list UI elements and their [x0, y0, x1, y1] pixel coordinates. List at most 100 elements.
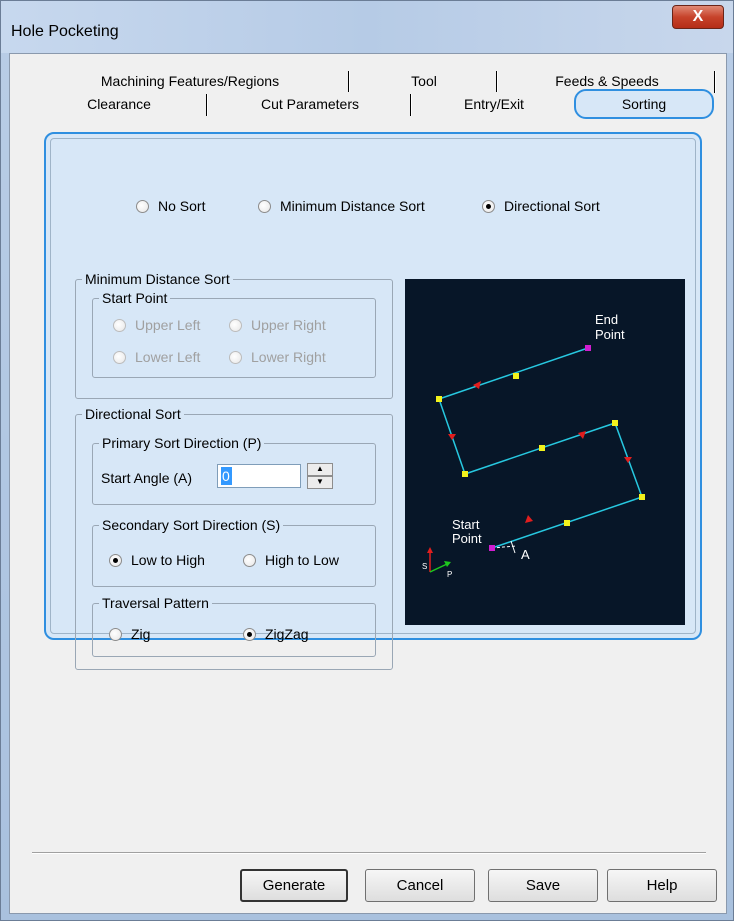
- start-angle-value: 0: [221, 467, 232, 485]
- group-title: Traversal Pattern: [99, 595, 212, 611]
- close-icon: X: [692, 8, 704, 25]
- group-title: Primary Sort Direction (P): [99, 435, 265, 451]
- save-button[interactable]: Save: [488, 869, 598, 902]
- angle-arc: [510, 540, 516, 554]
- tab-clearance[interactable]: Clearance: [30, 92, 208, 116]
- path-node: [612, 420, 618, 426]
- radio-icon: [258, 199, 271, 213]
- title-bar[interactable]: Hole Pocketing X: [1, 1, 733, 53]
- tab-row-bottom: Clearance Cut Parameters Entry/Exit Sort…: [30, 89, 720, 119]
- direction-arrow-icon: [578, 431, 586, 439]
- start-point-label-line2: Point: [452, 531, 482, 546]
- end-point-label-line2: Point: [595, 327, 625, 342]
- tab-cut-parameters[interactable]: Cut Parameters: [208, 92, 412, 116]
- radio-label: Directional Sort: [504, 198, 600, 214]
- radio-high-to-low[interactable]: High to Low: [243, 552, 339, 568]
- panel-frame: [50, 138, 696, 634]
- radio-selected-icon: [482, 199, 495, 213]
- spin-up-icon[interactable]: ▲: [307, 463, 333, 476]
- minimum-distance-group: Minimum Distance Sort Start Point Upper …: [75, 271, 393, 399]
- radio-icon: [136, 199, 149, 213]
- directional-sort-group: Directional Sort Primary Sort Direction …: [75, 406, 393, 670]
- radio-label: High to Low: [265, 552, 339, 568]
- radio-selected-icon: [109, 553, 122, 567]
- tab-label: Clearance: [87, 96, 151, 112]
- radio-icon: [109, 627, 122, 641]
- tab-tool[interactable]: Tool: [350, 69, 498, 93]
- close-button[interactable]: X: [672, 5, 724, 29]
- radio-directional-sort[interactable]: Directional Sort: [482, 198, 600, 214]
- button-divider: [32, 852, 706, 854]
- radio-label: Lower Left: [135, 349, 201, 365]
- help-button[interactable]: Help: [607, 869, 717, 902]
- tab-label: Entry/Exit: [464, 96, 524, 112]
- dialog-client: Machining Features/Regions Tool Feeds & …: [9, 53, 727, 914]
- end-point-marker: [585, 345, 591, 351]
- radio-label: Lower Right: [251, 349, 326, 365]
- radio-label: ZigZag: [265, 626, 309, 642]
- group-title: Start Point: [99, 290, 171, 306]
- group-title: Directional Sort: [82, 406, 184, 422]
- radio-upper-left[interactable]: Upper Left: [113, 317, 200, 333]
- group-title: Secondary Sort Direction (S): [99, 517, 284, 533]
- tab-label: Tool: [411, 73, 437, 89]
- angle-label: A: [521, 547, 530, 562]
- direction-arrow-icon: [624, 457, 632, 463]
- radio-icon: [243, 553, 256, 567]
- tab-entry-exit[interactable]: Entry/Exit: [412, 92, 576, 116]
- radio-zigzag[interactable]: ZigZag: [243, 626, 309, 642]
- generate-button[interactable]: Generate: [240, 869, 348, 902]
- path-node: [639, 494, 645, 500]
- end-point-label-line1: End: [595, 312, 618, 327]
- path-node: [564, 520, 570, 526]
- sorting-panel: No Sort Minimum Distance Sort Directiona…: [44, 132, 702, 670]
- preview-labels: End Point Start Point A S P: [422, 312, 625, 579]
- p-axis-line: [429, 563, 448, 573]
- direction-arrow-icon: [448, 434, 456, 440]
- radio-icon: [113, 318, 126, 332]
- tab-label: Cut Parameters: [260, 96, 360, 112]
- p-axis-arrow-icon: [444, 561, 451, 567]
- window-title: Hole Pocketing: [11, 23, 119, 40]
- radio-label: Upper Left: [135, 317, 201, 333]
- start-angle-input[interactable]: 0: [217, 464, 301, 488]
- s-axis-arrow-icon: [427, 547, 433, 553]
- radio-label: Low to High: [131, 552, 205, 568]
- start-point-group: Start Point Upper Left Upper Right Lower…: [92, 290, 376, 378]
- radio-upper-right[interactable]: Upper Right: [229, 317, 326, 333]
- path-node: [539, 445, 545, 451]
- radio-no-sort[interactable]: No Sort: [136, 198, 205, 214]
- sorting-preview: End Point Start Point A S P: [405, 279, 685, 625]
- start-point-marker: [489, 545, 495, 551]
- radio-label: Zig: [131, 626, 151, 642]
- radio-zig[interactable]: Zig: [109, 626, 150, 642]
- tab-sorting[interactable]: Sorting: [574, 89, 714, 119]
- p-axis-label: P: [447, 570, 452, 579]
- radio-label: Minimum Distance Sort: [280, 198, 425, 214]
- group-title: Minimum Distance Sort: [82, 271, 233, 287]
- radio-low-to-high[interactable]: Low to High: [109, 552, 205, 568]
- cancel-button[interactable]: Cancel: [365, 869, 475, 902]
- radio-selected-icon: [243, 627, 256, 641]
- spin-down-icon[interactable]: ▼: [307, 476, 333, 489]
- start-angle-label: Start Angle (A): [101, 470, 193, 486]
- tab-label: Machining Features/Regions: [100, 73, 280, 89]
- radio-icon: [113, 350, 126, 364]
- radio-minimum-distance-sort[interactable]: Minimum Distance Sort: [258, 198, 425, 214]
- traversal-pattern-group: Traversal Pattern Zig ZigZag: [92, 595, 376, 657]
- start-angle-spinner[interactable]: ▲ ▼: [307, 463, 333, 489]
- direction-arrow-icon: [473, 381, 481, 389]
- radio-lower-right[interactable]: Lower Right: [229, 349, 326, 365]
- secondary-sort-group: Secondary Sort Direction (S) Low to High…: [92, 517, 376, 587]
- s-axis-label: S: [422, 562, 427, 571]
- primary-sort-group: Primary Sort Direction (P) Start Angle (…: [92, 435, 376, 505]
- start-point-label-line1: Start: [452, 517, 480, 532]
- radio-lower-left[interactable]: Lower Left: [113, 349, 200, 365]
- tab-label: Sorting: [621, 96, 667, 112]
- path-node: [436, 396, 442, 402]
- radio-icon: [229, 350, 242, 364]
- angle-indicator: [491, 545, 517, 549]
- tab-machining-features[interactable]: Machining Features/Regions: [30, 69, 350, 93]
- radio-label: Upper Right: [251, 317, 326, 333]
